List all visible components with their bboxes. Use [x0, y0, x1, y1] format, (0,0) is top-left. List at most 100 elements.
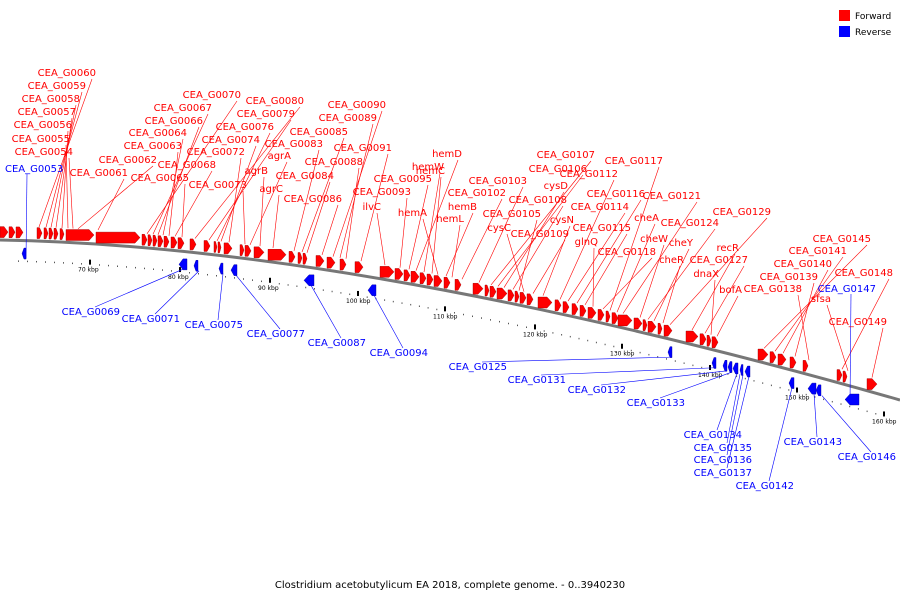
tick-label: 120 kbp — [523, 331, 548, 338]
forward-gene-label: CEA_G0090 — [328, 100, 386, 111]
reverse-gene-label: CEA_G0087 — [308, 338, 366, 349]
forward-gene-label: CEA_G0124 — [661, 218, 719, 229]
leader-line — [162, 138, 184, 236]
reverse-gene-arrow — [788, 377, 795, 389]
minor-tick — [384, 299, 386, 301]
leader-line — [235, 274, 281, 330]
forward-gene-label: CEA_G0074 — [202, 135, 260, 146]
minor-tick — [595, 341, 597, 344]
leader-line — [194, 106, 301, 239]
minor-tick — [243, 278, 244, 280]
forward-gene-arrow — [472, 283, 484, 295]
forward-gene-label: CEA_G0106 — [529, 164, 587, 175]
reverse-gene-arrow — [815, 384, 822, 397]
leader-line — [576, 199, 642, 304]
minor-tick — [744, 377, 746, 380]
forward-gene-label: CEA_G0109 — [511, 229, 569, 240]
reverse-gene-arrow — [21, 247, 27, 260]
tick-label: 100 kbp — [346, 298, 371, 305]
reverse-gene-arrow — [732, 362, 739, 375]
forward-gene-arrow — [223, 242, 233, 255]
forward-gene-label: dnaX — [693, 269, 719, 280]
forward-gene-arrow — [217, 241, 222, 254]
figure-caption: Clostridium acetobutylicum EA 2018, comp… — [275, 580, 625, 591]
leader-line — [871, 327, 884, 378]
minor-tick — [762, 382, 764, 384]
leader-line — [518, 219, 538, 291]
minor-tick — [340, 292, 342, 294]
forward-gene-label: cheY — [669, 238, 694, 249]
reverse-gene-arrow — [230, 264, 238, 276]
leader-line — [423, 172, 441, 273]
leader-line — [168, 151, 179, 236]
leader-line — [50, 104, 77, 228]
leader-line — [726, 374, 741, 444]
leader-line — [616, 223, 656, 313]
minor-tick — [418, 305, 420, 307]
forward-gene-arrow — [507, 289, 515, 302]
forward-gene-arrow — [410, 271, 420, 283]
reverse-gene-label: CEA_G0143 — [784, 437, 842, 448]
forward-gene-label: CEA_G0149 — [829, 317, 887, 328]
reverse-gene-label: CEA_G0069 — [62, 307, 120, 318]
label-leader-lines — [25, 78, 890, 482]
forward-gene-arrow — [496, 287, 508, 300]
forward-gene-arrow — [163, 236, 170, 248]
minor-tick — [770, 384, 772, 387]
leader-line — [25, 173, 28, 259]
forward-gene-arrow — [443, 277, 451, 289]
leader-line — [716, 295, 739, 337]
forward-gene-label: CEA_G0091 — [334, 143, 392, 154]
minor-tick — [81, 263, 82, 265]
minor-tick — [805, 393, 807, 396]
minor-tick — [436, 308, 438, 311]
forward-gene-arrow — [426, 273, 434, 286]
minor-tick — [472, 315, 473, 318]
forward-gene-label: CEA_G0105 — [483, 209, 541, 220]
minor-tick — [499, 320, 500, 323]
reverse-gene-arrow — [367, 284, 377, 296]
forward-gene-label: cheA — [634, 213, 659, 224]
reverse-gene-arrow — [739, 364, 744, 376]
reverse-gene-label: CEA_G0132 — [568, 385, 626, 396]
minor-tick — [216, 274, 217, 277]
minor-tick — [613, 345, 615, 348]
leader-line — [813, 393, 818, 438]
reverse-gene-label: CEA_G0142 — [736, 481, 794, 492]
leader-line — [345, 167, 360, 259]
reverse-gene-label: CEA_G0077 — [247, 329, 305, 340]
minor-tick — [27, 260, 28, 263]
leader-line — [208, 119, 292, 241]
leader-line — [249, 161, 288, 246]
minor-tick — [392, 300, 394, 303]
leader-line — [445, 212, 474, 277]
leader-line — [653, 248, 690, 321]
forward-gene-label: cheW — [640, 234, 668, 245]
leader-line — [841, 278, 890, 370]
leader-line — [306, 181, 331, 253]
forward-gene-label: CEA_G0072 — [187, 147, 245, 158]
leader-line — [451, 224, 461, 278]
minor-tick — [526, 326, 527, 329]
leader-line — [45, 91, 83, 228]
minor-tick — [831, 400, 833, 403]
forward-gene-label: agrA — [268, 151, 292, 162]
reverse-gene-arrow — [667, 346, 673, 358]
gene-labels: CEA_G0060 CEA_G0059 CEA_G0058 CEA_G0057 CEA_… — [5, 68, 896, 492]
leader-line — [217, 273, 224, 321]
minor-tick — [823, 398, 825, 401]
forward-gene-arrow — [157, 235, 164, 247]
minor-tick — [305, 286, 307, 289]
reverse-gene-arrow — [303, 274, 315, 287]
minor-tick — [639, 351, 641, 354]
leader-line — [540, 367, 716, 376]
forward-gene-arrow — [685, 330, 699, 343]
forward-gene-arrow — [611, 312, 619, 324]
leader-line — [422, 218, 439, 275]
forward-gene-label: bofA — [719, 285, 742, 296]
reverse-gene-arrow — [727, 361, 733, 373]
minor-tick — [604, 343, 606, 346]
minor-tick — [278, 282, 280, 285]
forward-gene-arrow — [605, 310, 611, 323]
forward-gene-arrow — [489, 286, 497, 298]
